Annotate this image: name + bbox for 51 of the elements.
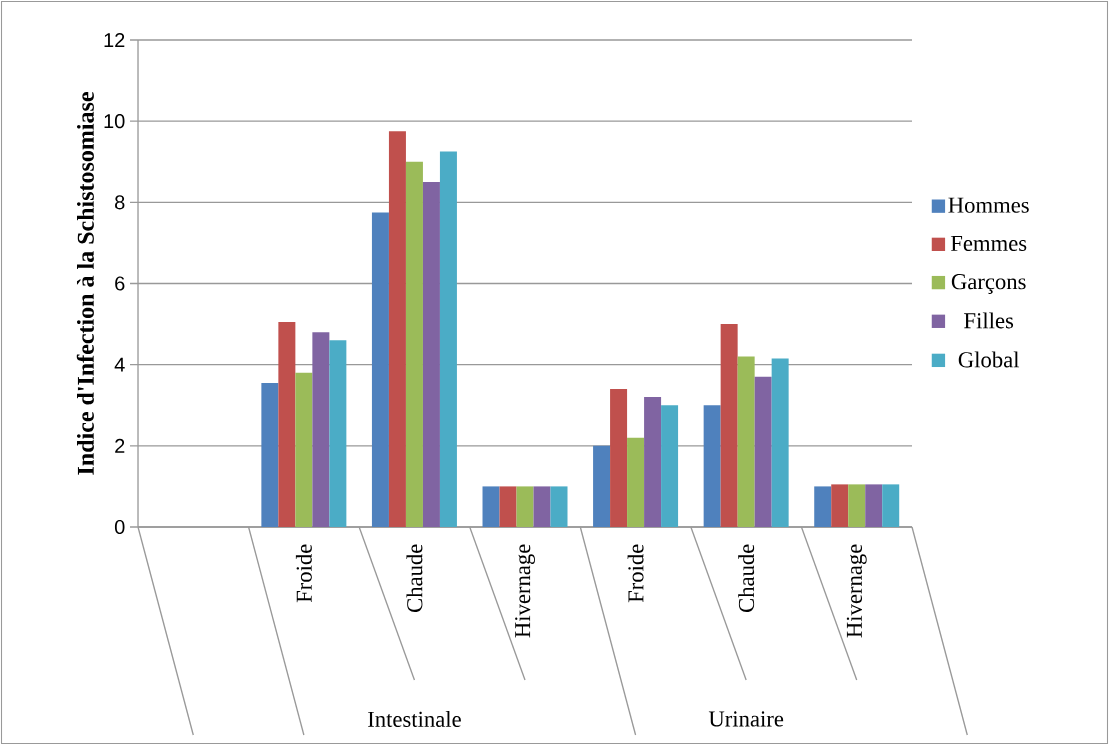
- y-tick-label: 4: [114, 357, 125, 372]
- bar: [482, 486, 500, 527]
- bar: [737, 356, 755, 527]
- bar: [329, 340, 347, 527]
- bar: [771, 358, 789, 527]
- x-tick-label: Hivernage: [515, 544, 535, 638]
- bar: [814, 486, 832, 527]
- bar: [550, 486, 568, 527]
- y-tick-label: 6: [115, 276, 125, 291]
- text: Intestinale: [368, 711, 461, 727]
- bar: [439, 151, 457, 527]
- bar: [516, 486, 534, 527]
- bar: [865, 484, 883, 527]
- bar: [261, 382, 279, 527]
- bar: [848, 484, 866, 527]
- bar: [610, 389, 628, 527]
- bar: [405, 161, 423, 527]
- x-tick-label: Froide: [627, 544, 644, 603]
- bar: [371, 212, 389, 527]
- bar: [644, 397, 662, 527]
- bar: [593, 445, 611, 527]
- x-tick-label: Froide: [295, 544, 312, 603]
- bar: [703, 405, 721, 527]
- x-tick-label: Chaude: [406, 544, 423, 613]
- legend-label: Global: [958, 351, 1020, 368]
- x-tick-label: Hivernage: [846, 544, 867, 638]
- bar: [720, 324, 738, 527]
- bar: [278, 322, 296, 527]
- bar: [312, 332, 330, 527]
- bar: [499, 486, 517, 527]
- bar: [422, 182, 440, 527]
- bar: [295, 372, 313, 527]
- bar: [882, 484, 900, 527]
- y-tick-label: 2: [115, 438, 125, 453]
- bar: [533, 486, 551, 527]
- legend-label: Femmes: [950, 235, 1027, 251]
- bar: [661, 405, 679, 527]
- y-tick-label: 8: [115, 195, 125, 210]
- y-axis-title: Indice d'Infection à la Schistosomiase: [76, 92, 94, 475]
- y-tick-label: 10: [104, 114, 125, 129]
- y-tick-label: 12: [104, 33, 125, 47]
- y-tick-label: 0: [114, 519, 125, 535]
- bar: [831, 484, 849, 527]
- x-tick-label: Chaude: [738, 544, 755, 613]
- bar: [388, 131, 406, 527]
- legend-label: Hommes: [948, 197, 1029, 213]
- legend-label: Garçons: [951, 274, 1026, 294]
- text: Urinaire: [708, 711, 784, 727]
- bar: [754, 376, 772, 527]
- bar: [627, 437, 645, 527]
- legend-label: Filles: [964, 312, 1014, 329]
